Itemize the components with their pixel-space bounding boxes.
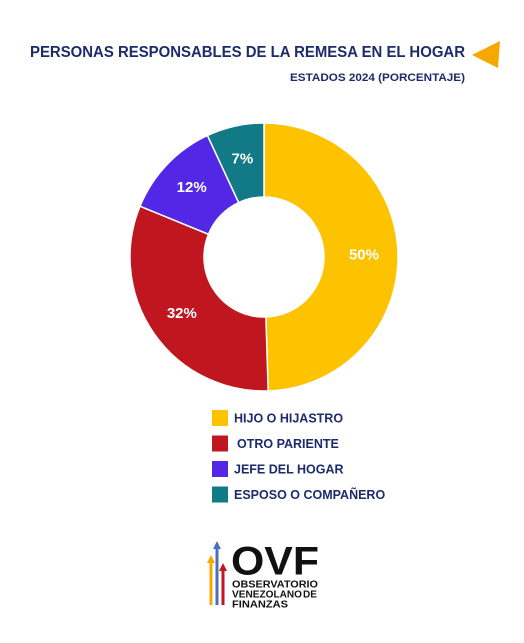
data-label: 7% xyxy=(232,150,254,167)
data-label: 50% xyxy=(349,246,379,263)
legend-swatch xyxy=(212,461,228,477)
logo-arrow xyxy=(213,541,221,549)
chart-subtitle: ESTADOS 2024 (PORCENTAJE) xyxy=(290,72,465,84)
data-label: 12% xyxy=(177,179,207,196)
legend-label: HIJO O HIJASTRO xyxy=(234,411,343,425)
data-label: 32% xyxy=(167,305,197,322)
logo-text: DE xyxy=(303,590,317,601)
logo: OVF OBSERVATORIO VENEZOLANO DE FINANZAS xyxy=(207,540,319,611)
decor-arrow xyxy=(472,41,500,68)
legend-swatch xyxy=(212,410,228,426)
donut-slice xyxy=(263,122,399,392)
legend-label: OTRO PARIENTE xyxy=(237,437,339,451)
logo-text: FINANZAS xyxy=(232,600,288,611)
logo-arrow xyxy=(207,555,215,563)
chart-title: PERSONAS RESPONSABLES DE LA REMESA EN EL… xyxy=(30,44,465,61)
donut-slice xyxy=(206,122,265,204)
legend-swatch xyxy=(212,486,228,503)
logo-arrow xyxy=(219,563,227,571)
legend-label: JEFE DEL HOGAR xyxy=(234,462,344,476)
donut-slice xyxy=(129,205,269,392)
legend-swatch xyxy=(212,435,228,452)
logo-acronym: OVF xyxy=(231,540,319,584)
logo-text: VENEZOLANO xyxy=(232,590,302,601)
legend-label: ESPOSO O COMPAÑERO xyxy=(234,487,385,502)
logo-text: OBSERVATORIO xyxy=(232,580,318,591)
